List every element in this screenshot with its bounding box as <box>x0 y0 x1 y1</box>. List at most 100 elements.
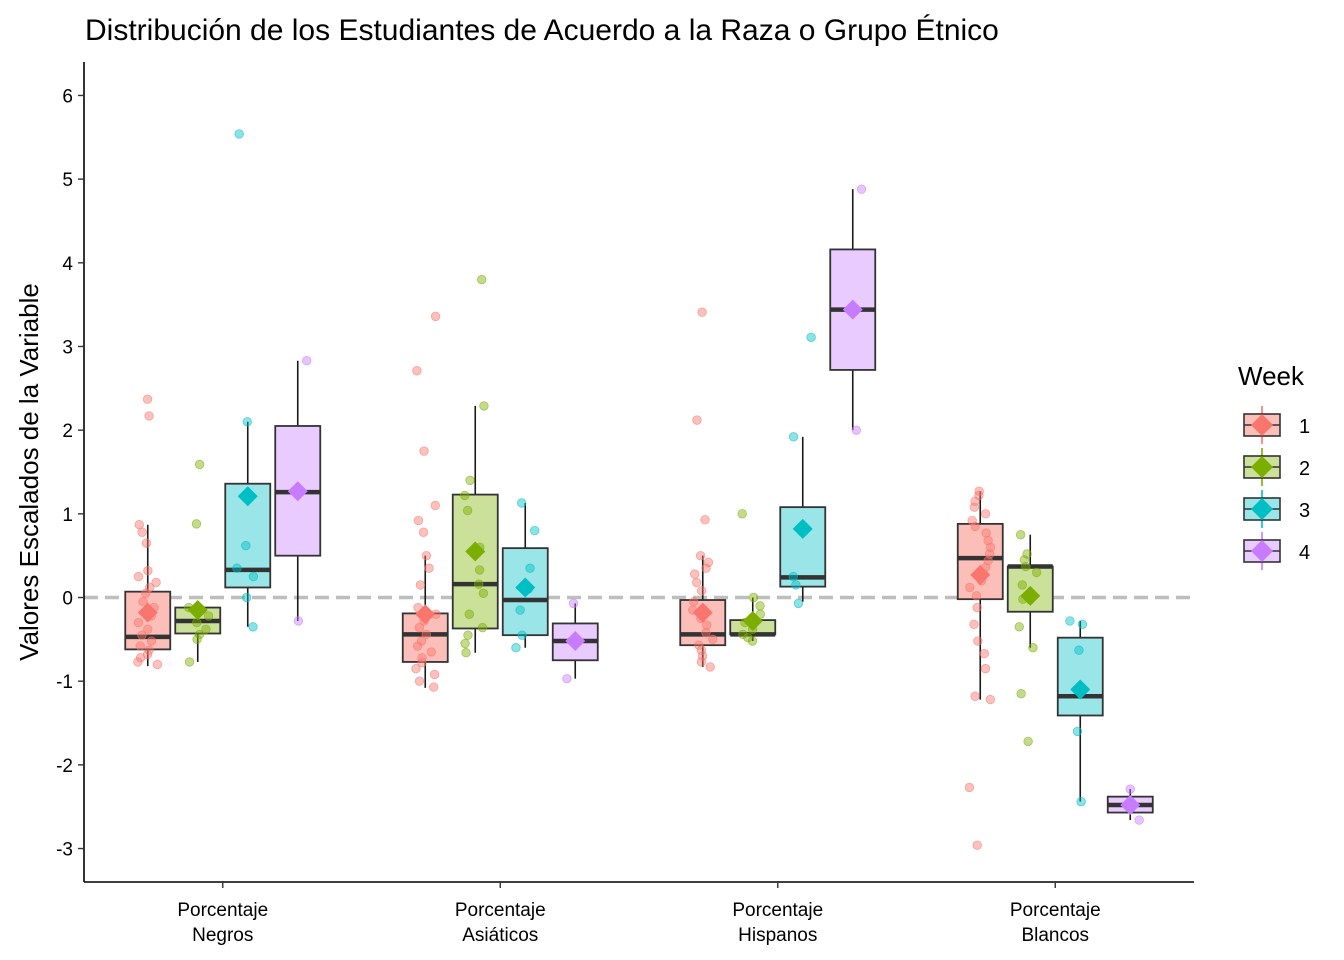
plot-area: -3 -2 -1 0 1 2 3 4 5 6 Porcentaje Negros Porcentaje A… <box>56 62 1194 946</box>
data-point <box>971 591 982 601</box>
mean-marker <box>1020 585 1041 606</box>
box-week-3-cat-3 <box>779 332 827 609</box>
y-tick-label: -2 <box>56 756 73 777</box>
data-point <box>203 611 214 621</box>
data-point <box>791 580 801 590</box>
data-point <box>1072 726 1083 737</box>
box <box>956 522 1004 601</box>
data-point <box>511 643 521 653</box>
data-point <box>737 509 747 519</box>
y-tick-label: 3 <box>62 337 73 358</box>
mean-marker <box>970 564 991 585</box>
data-point <box>1015 530 1026 540</box>
box-week-3-cat-1 <box>224 129 272 632</box>
data-point <box>191 519 202 529</box>
legend-mean-marker <box>1251 498 1273 520</box>
data-point <box>143 624 153 635</box>
data-point <box>152 659 163 670</box>
data-point <box>972 602 982 613</box>
data-point <box>696 645 707 655</box>
data-point <box>964 782 975 793</box>
box-week-4-cat-1 <box>274 356 322 626</box>
mean-marker <box>692 602 713 623</box>
x-tick-label-line: Hispanos <box>738 925 817 946</box>
legend-key-week-3: 3 <box>1243 490 1310 528</box>
data-point <box>1021 561 1031 572</box>
data-point <box>985 694 995 705</box>
data-point <box>702 620 712 630</box>
mean-marker <box>565 631 586 652</box>
data-point <box>530 525 540 536</box>
mean-marker <box>415 604 436 625</box>
data-point <box>851 425 862 435</box>
data-point <box>417 658 427 668</box>
data-point <box>232 563 242 573</box>
data-point <box>1031 567 1042 578</box>
legend-label: 2 <box>1299 458 1310 480</box>
y-tick-label: 5 <box>62 170 73 191</box>
data-point <box>430 500 440 511</box>
box-week-3-cat-4 <box>1056 616 1104 807</box>
box-week-2-cat-3 <box>729 509 777 646</box>
mean-marker <box>287 481 308 502</box>
legend-label: 1 <box>1299 416 1310 438</box>
x-tick-label-line: Porcentaje <box>1010 900 1101 921</box>
data-point <box>143 566 153 576</box>
data-point <box>689 596 699 607</box>
data-point <box>460 490 470 501</box>
data-point <box>477 274 487 285</box>
data-point <box>137 630 147 640</box>
data-point <box>465 475 475 486</box>
box <box>1056 636 1104 717</box>
data-point <box>293 616 304 626</box>
legend-key-week-2: 2 <box>1243 448 1310 486</box>
data-point <box>516 498 527 508</box>
data-point <box>806 332 816 342</box>
data-point <box>429 682 439 692</box>
box-week-4-cat-3 <box>829 184 877 435</box>
data-point <box>144 411 154 421</box>
data-point <box>424 563 434 573</box>
data-point <box>135 641 145 651</box>
data-point <box>692 415 702 425</box>
y-tick-label: -1 <box>56 672 73 693</box>
mean-marker <box>1120 795 1141 816</box>
data-point <box>412 641 423 651</box>
data-point <box>415 580 426 590</box>
box-week-2-cat-1 <box>174 459 222 667</box>
data-point <box>426 647 436 657</box>
data-point <box>1077 619 1088 629</box>
chart-title: Distribución de los Estudiantes de Acuer… <box>85 14 999 47</box>
data-point <box>985 542 996 553</box>
data-point <box>969 502 980 512</box>
data-point <box>979 648 990 659</box>
data-point <box>241 540 251 551</box>
data-point <box>1074 645 1084 655</box>
data-point <box>412 366 422 376</box>
mean-marker <box>137 602 158 623</box>
data-point <box>141 538 152 548</box>
data-point <box>141 588 151 599</box>
data-point <box>700 514 710 525</box>
data-point <box>697 651 708 661</box>
data-point <box>461 648 471 658</box>
data-point <box>248 622 258 632</box>
mean-marker <box>187 600 208 621</box>
data-point <box>414 622 425 633</box>
data-point <box>788 432 799 442</box>
data-point <box>478 588 489 599</box>
data-point <box>194 629 205 640</box>
y-tick-label: 1 <box>62 505 73 526</box>
data-point <box>241 592 252 603</box>
mean-marker <box>742 610 763 631</box>
y-tick-label: 4 <box>62 254 73 275</box>
y-tick-label: 6 <box>62 86 73 107</box>
data-point <box>969 619 979 629</box>
data-point <box>788 571 798 582</box>
data-point <box>460 638 470 649</box>
box-week-1-cat-3 <box>679 307 727 672</box>
data-point <box>464 609 475 619</box>
data-point <box>856 184 867 194</box>
box <box>451 493 499 630</box>
